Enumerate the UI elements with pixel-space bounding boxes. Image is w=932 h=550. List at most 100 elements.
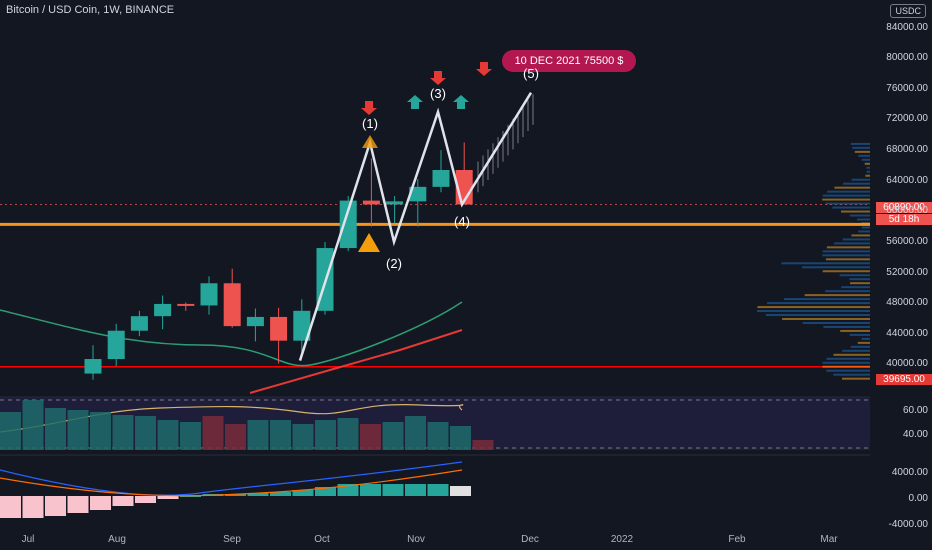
warning-icon	[358, 233, 380, 252]
time-axis-tick: Mar	[820, 534, 838, 545]
macd-histogram-bar	[450, 486, 471, 496]
arrow-up-icon	[453, 95, 469, 109]
volume-profile-bar	[866, 170, 870, 173]
volume-bar	[247, 420, 269, 450]
volume-profile-bar	[861, 158, 870, 161]
volume-profile-bar	[852, 146, 870, 149]
price-axis-tick: 56000.00	[886, 235, 928, 247]
price-axis-tick: 72000.00	[886, 113, 928, 125]
volume-profile-bar	[843, 182, 870, 185]
volume-profile-bar	[822, 361, 870, 364]
price-axis-tick: 52000.00	[886, 266, 928, 278]
price-axis-tick: 68000.00	[886, 144, 928, 156]
candle-body	[107, 330, 125, 360]
volume-profile-bar	[858, 154, 870, 157]
volume-bar	[225, 424, 246, 450]
volume-profile-bar	[765, 314, 870, 317]
macd-histogram-bar	[270, 492, 291, 496]
volume-profile-bar	[826, 357, 870, 360]
volume-bar	[67, 410, 89, 450]
volume-profile-bar	[757, 306, 870, 309]
elliott-wave-path	[298, 92, 533, 361]
last-price-tag: 60890.00	[876, 202, 932, 213]
time-axis-tick: Dec	[521, 534, 539, 545]
volume-profile-bar	[851, 178, 870, 181]
volume-profile-bar	[834, 186, 870, 189]
volume-bar	[427, 422, 449, 450]
volume-profile-bar	[782, 318, 870, 320]
macd-axis-tick: -4000.00	[888, 519, 928, 530]
target-annotation-badge: 10 DEC 2021 75500 $	[502, 50, 636, 72]
macd-histogram-bar	[247, 493, 269, 496]
volume-profile-bar	[857, 341, 870, 344]
volume-bar	[270, 420, 291, 450]
price-axis-tick: 40000.00	[886, 358, 928, 370]
rsi-axis-tick: 40.00	[902, 429, 928, 440]
volume-profile-bar	[804, 294, 870, 297]
volume-profile-bar	[861, 222, 870, 225]
signal-line	[0, 469, 463, 497]
volume-bar	[157, 420, 179, 450]
volume-profile-bar	[826, 246, 870, 249]
macd-histogram-bar	[22, 496, 44, 518]
currency-button[interactable]: USDC	[890, 4, 926, 18]
candle-body	[293, 310, 311, 341]
volume-bar	[382, 422, 404, 450]
macd-histogram-bar	[315, 487, 336, 496]
price-axis-tick: 64000.00	[886, 174, 928, 186]
candle-body	[246, 316, 264, 327]
volume-profile-bar	[866, 166, 870, 169]
volume-profile-bar	[842, 349, 870, 352]
price-axis-tick: 60000.00	[886, 205, 928, 217]
macd-histogram-bar	[112, 496, 134, 506]
macd-histogram-bar	[45, 496, 66, 516]
volume-profile-bar	[783, 298, 870, 301]
warning-icon	[362, 135, 378, 148]
macd-histogram-bar	[292, 490, 314, 496]
price-axis-tick: 76000.00	[886, 82, 928, 94]
volume-profile-bar	[840, 329, 870, 332]
volume-profile-bar	[861, 337, 870, 340]
macd-histogram-bar	[337, 484, 359, 496]
price-axis-tick: 48000.00	[886, 297, 928, 309]
candle-body	[339, 200, 357, 249]
volume-profile-bar	[851, 234, 870, 237]
volume-profile-bar	[833, 353, 870, 356]
volume-profile-bar	[850, 142, 870, 145]
time-axis-tick: Nov	[407, 534, 425, 545]
volume-bar	[337, 418, 359, 450]
candle-body	[154, 303, 172, 317]
volume-profile-bar	[822, 198, 870, 201]
volume-profile-bar	[822, 365, 870, 368]
candle-body	[200, 283, 218, 306]
volume-profile-bar	[825, 202, 870, 205]
volume-bar	[360, 424, 381, 450]
volume-profile-bar	[832, 206, 870, 209]
time-axis-tick: Jul	[21, 534, 35, 545]
volume-bar	[45, 408, 66, 450]
arrow-up-icon	[407, 95, 423, 109]
macd-histogram-bar	[180, 496, 201, 497]
price-axis-tick: 44000.00	[886, 327, 928, 339]
volume-profile-bar	[865, 174, 870, 177]
wave-label-4: (4)	[454, 214, 470, 229]
wave-label-3: (3)	[430, 86, 446, 101]
volume-profile-bar	[801, 266, 870, 269]
volume-profile-bar	[767, 302, 870, 305]
macd-axis-tick: 0.00	[908, 493, 928, 504]
arrow-down-icon	[430, 71, 446, 85]
volume-profile-bar	[802, 321, 870, 324]
volume-profile-bar	[827, 190, 870, 193]
candle-body	[223, 283, 241, 327]
volume-profile-bar	[822, 254, 870, 257]
candle-body	[84, 359, 102, 374]
time-axis-tick: 2022	[610, 534, 634, 545]
support-price-tag: 39695.00	[876, 374, 932, 385]
volume-profile-bar	[840, 210, 870, 213]
macd-histogram-bar	[382, 484, 404, 496]
macd-histogram-bar	[67, 496, 89, 513]
volume-profile-bar	[842, 238, 870, 241]
volume-bar	[90, 412, 111, 450]
candle-body	[130, 316, 148, 331]
volume-bar	[135, 416, 156, 450]
